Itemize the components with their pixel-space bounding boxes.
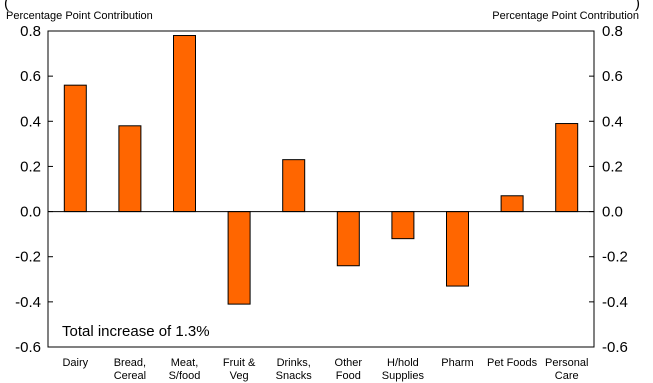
y-tick-label-right: 0.2	[602, 158, 623, 175]
category-label-9-line-0: Personal	[545, 357, 588, 369]
category-label-2-line-0: Meat,	[171, 357, 199, 369]
y-tick-label-right: -0.2	[602, 249, 628, 266]
y-tick-label-left: 0.0	[20, 204, 41, 221]
y-tick-label-left: 0.4	[20, 113, 41, 130]
left-axis-unit-label: Percentage Point Contribution	[6, 10, 153, 22]
bar-8	[500, 195, 524, 213]
category-label-9-line-1: Care	[555, 370, 579, 382]
plot-area	[47, 30, 595, 348]
category-label-8-line-0: Pet Foods	[487, 357, 538, 369]
category-label-6-line-0: H/hold	[387, 357, 419, 369]
y-tick-label-left: 0.8	[20, 23, 41, 40]
y-tick-label-left: -0.6	[15, 339, 41, 356]
category-label-1-line-1: Cereal	[114, 370, 146, 382]
y-tick-label-right: 0.8	[602, 23, 623, 40]
category-label-3-line-0: Fruit &	[223, 357, 256, 369]
bar-3	[227, 211, 251, 305]
y-tick-label-left: -0.2	[15, 249, 41, 266]
total-annotation: Total increase of 1.3%	[62, 323, 210, 340]
bar-2	[173, 35, 196, 213]
category-label-3-line-1: Veg	[230, 370, 249, 382]
title-fragment-left: (	[4, 0, 9, 12]
y-tick-label-right: -0.6	[602, 339, 628, 356]
y-tick-label-left: 0.6	[20, 68, 41, 85]
category-label-7-line-0: Pharm	[441, 357, 473, 369]
title-fragment-right: )	[635, 0, 640, 12]
category-label-0-line-0: Dairy	[62, 357, 88, 369]
category-label-5-line-1: Food	[336, 370, 361, 382]
category-label-1-line-0: Bread,	[114, 357, 146, 369]
bar-4	[282, 159, 306, 213]
y-tick-label-right: 0.6	[602, 68, 623, 85]
y-tick-label-right: 0.4	[602, 113, 623, 130]
bar-6	[391, 211, 415, 240]
y-tick-label-right: 0.0	[602, 204, 623, 221]
right-axis-unit-label: Percentage Point Contribution	[492, 10, 639, 22]
bar-0	[63, 84, 87, 213]
bar-7	[446, 211, 469, 287]
category-label-4-line-0: Drinks,	[277, 357, 311, 369]
y-tick-label-left: -0.4	[15, 294, 41, 311]
bar-1	[118, 125, 142, 213]
category-label-2-line-1: S/food	[169, 370, 201, 382]
bar-5	[336, 211, 360, 267]
category-label-6-line-1: Supplies	[382, 370, 425, 382]
category-label-4-line-1: Snacks	[276, 370, 313, 382]
category-label-5-line-0: Other	[335, 357, 363, 369]
y-tick-label-left: 0.2	[20, 158, 41, 175]
y-tick-label-right: -0.4	[602, 294, 628, 311]
bar-9	[555, 123, 579, 213]
